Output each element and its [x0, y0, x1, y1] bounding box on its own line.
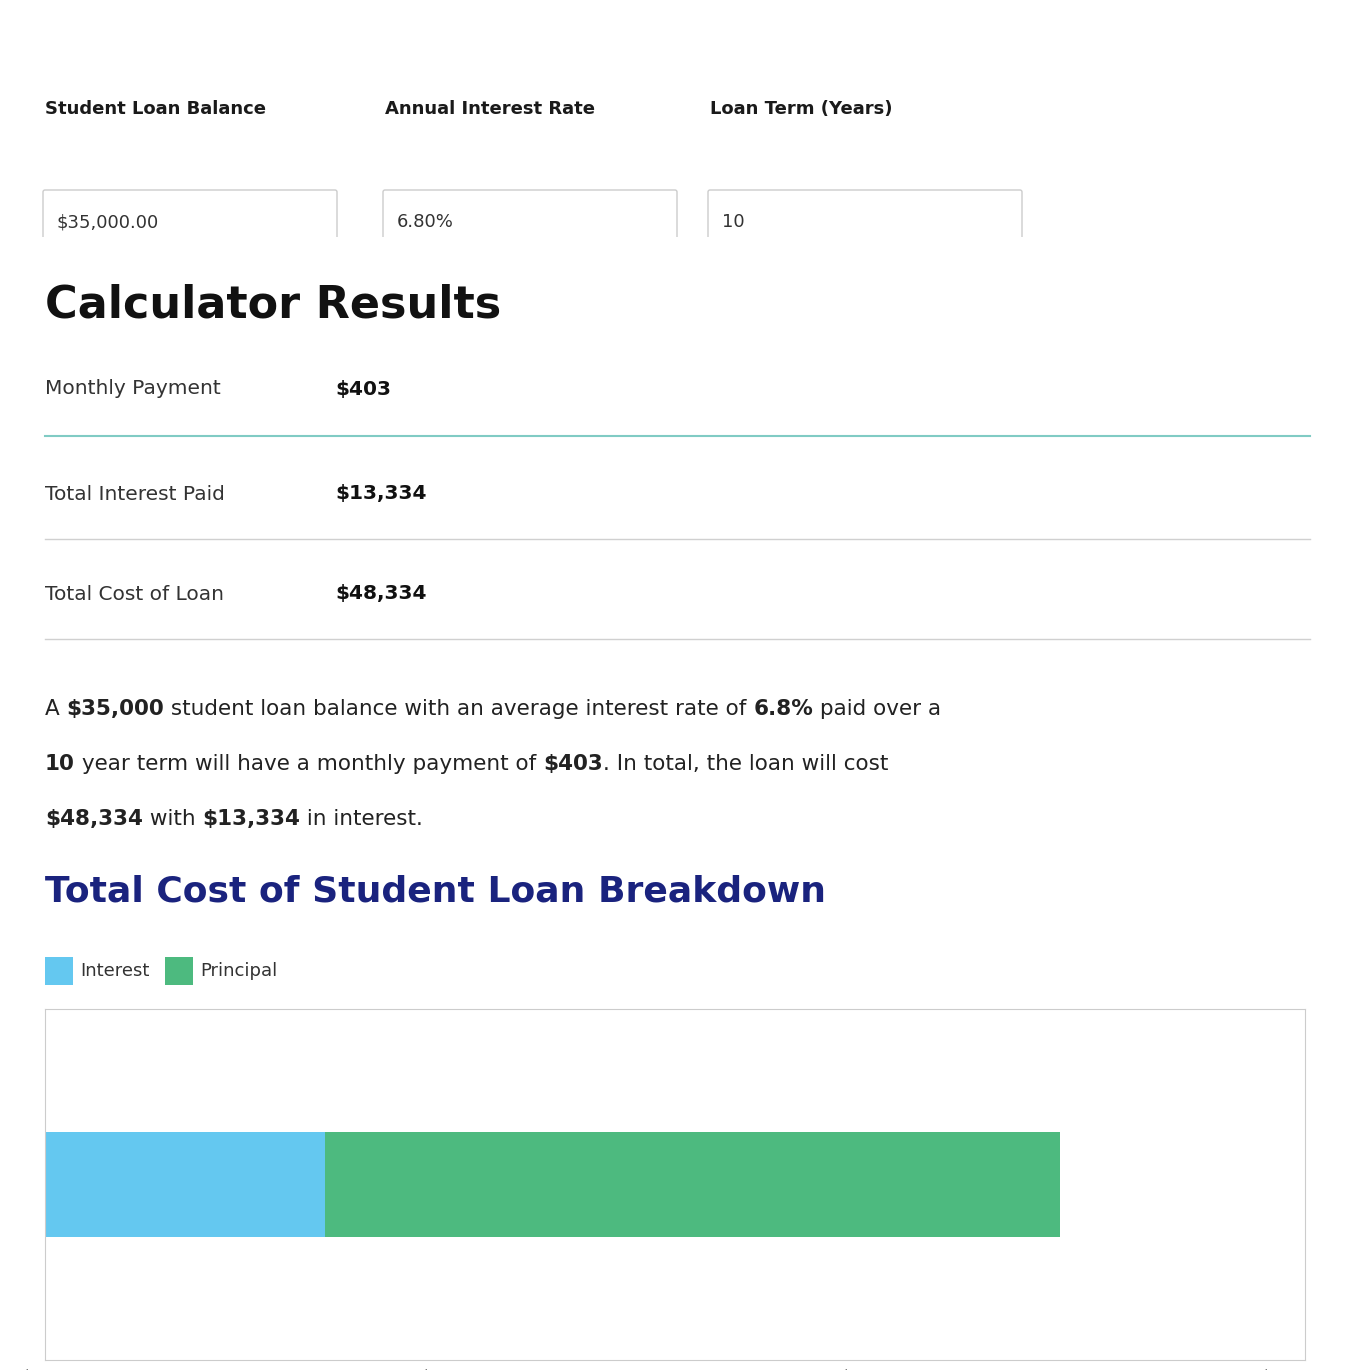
Bar — [325, 1132, 1060, 1237]
Text: 6.80%: 6.80% — [397, 212, 454, 232]
Text: 10: 10 — [722, 212, 745, 232]
Text: Interest: Interest — [80, 962, 150, 980]
Text: $48,334: $48,334 — [45, 810, 143, 829]
Text: Total Cost of Student Loan Breakdown: Total Cost of Student Loan Breakdown — [45, 874, 826, 908]
Text: $48,334: $48,334 — [335, 585, 427, 604]
Text: in interest.: in interest. — [300, 810, 423, 829]
Text: Monthly Payment: Monthly Payment — [45, 379, 221, 399]
Text: A: A — [45, 699, 66, 719]
Text: $403: $403 — [335, 379, 392, 399]
Text: Annual Interest Rate: Annual Interest Rate — [385, 100, 595, 118]
Text: Student Loan Balance: Student Loan Balance — [47, 26, 390, 53]
FancyBboxPatch shape — [43, 190, 338, 253]
Text: $13,334: $13,334 — [202, 810, 300, 829]
Text: Principal: Principal — [200, 962, 277, 980]
Text: $13,334: $13,334 — [335, 485, 427, 504]
Text: year term will have a monthly payment of: year term will have a monthly payment of — [74, 754, 543, 774]
Text: $35,000.00: $35,000.00 — [57, 212, 159, 232]
Text: Total Cost of Loan: Total Cost of Loan — [45, 585, 224, 604]
Text: $35,000: $35,000 — [66, 699, 165, 719]
FancyBboxPatch shape — [165, 958, 193, 985]
Text: with: with — [143, 810, 202, 829]
FancyBboxPatch shape — [707, 190, 1022, 253]
Text: Loan Term (Years): Loan Term (Years) — [710, 100, 892, 118]
Text: 10: 10 — [45, 754, 74, 774]
FancyBboxPatch shape — [383, 190, 676, 253]
Text: Calculator Results: Calculator Results — [45, 284, 501, 327]
Text: . In total, the loan will cost: . In total, the loan will cost — [602, 754, 888, 774]
Bar — [45, 1132, 325, 1237]
Text: paid over a: paid over a — [813, 699, 941, 719]
Text: 6.8%: 6.8% — [753, 699, 813, 719]
Text: $403: $403 — [543, 754, 602, 774]
FancyBboxPatch shape — [45, 958, 73, 985]
Text: Total Interest Paid: Total Interest Paid — [45, 485, 225, 504]
Text: student loan balance with an average interest rate of: student loan balance with an average int… — [165, 699, 753, 719]
Text: Student Loan Balance: Student Loan Balance — [45, 100, 266, 118]
